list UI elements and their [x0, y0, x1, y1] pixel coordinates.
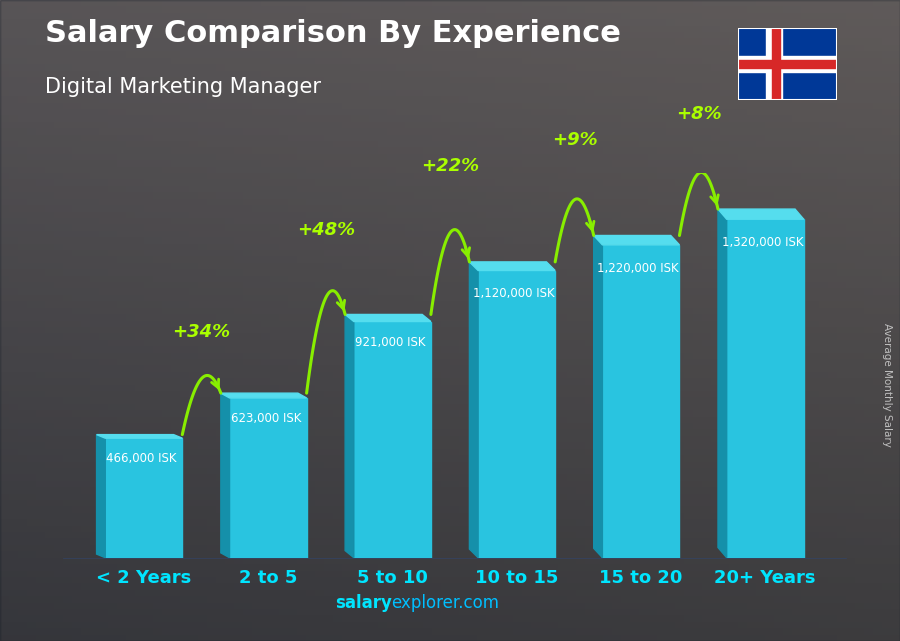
Bar — [105, 438, 183, 558]
Text: +8%: +8% — [676, 104, 722, 122]
Text: 1,320,000 ISK: 1,320,000 ISK — [722, 236, 803, 249]
Bar — [602, 245, 680, 558]
Bar — [230, 398, 307, 558]
Text: 466,000 ISK: 466,000 ISK — [106, 453, 177, 465]
Text: +34%: +34% — [173, 323, 230, 341]
Polygon shape — [470, 262, 478, 558]
Text: 921,000 ISK: 921,000 ISK — [356, 336, 426, 349]
Polygon shape — [594, 235, 680, 245]
Text: 1,120,000 ISK: 1,120,000 ISK — [473, 287, 554, 300]
Text: salary: salary — [335, 594, 392, 612]
Polygon shape — [470, 262, 555, 271]
Polygon shape — [96, 435, 183, 438]
Text: Average Monthly Salary: Average Monthly Salary — [881, 322, 892, 447]
Text: 1,220,000 ISK: 1,220,000 ISK — [598, 262, 680, 274]
Bar — [766, 28, 781, 100]
Text: explorer.com: explorer.com — [392, 594, 500, 612]
Bar — [726, 219, 804, 558]
Polygon shape — [220, 393, 230, 558]
Polygon shape — [96, 435, 105, 558]
Polygon shape — [345, 315, 354, 558]
Text: +22%: +22% — [421, 157, 479, 176]
Bar — [738, 60, 837, 68]
Bar — [738, 56, 837, 72]
Polygon shape — [718, 209, 726, 558]
Text: +9%: +9% — [552, 131, 598, 149]
Polygon shape — [718, 209, 804, 219]
Bar — [354, 322, 431, 558]
Polygon shape — [345, 315, 431, 322]
Bar — [478, 271, 555, 558]
Text: Salary Comparison By Experience: Salary Comparison By Experience — [45, 19, 621, 48]
Polygon shape — [594, 235, 602, 558]
Polygon shape — [220, 393, 307, 398]
Text: +48%: +48% — [297, 221, 355, 240]
Text: 623,000 ISK: 623,000 ISK — [230, 412, 302, 425]
Text: Digital Marketing Manager: Digital Marketing Manager — [45, 77, 321, 97]
Bar — [771, 28, 779, 100]
